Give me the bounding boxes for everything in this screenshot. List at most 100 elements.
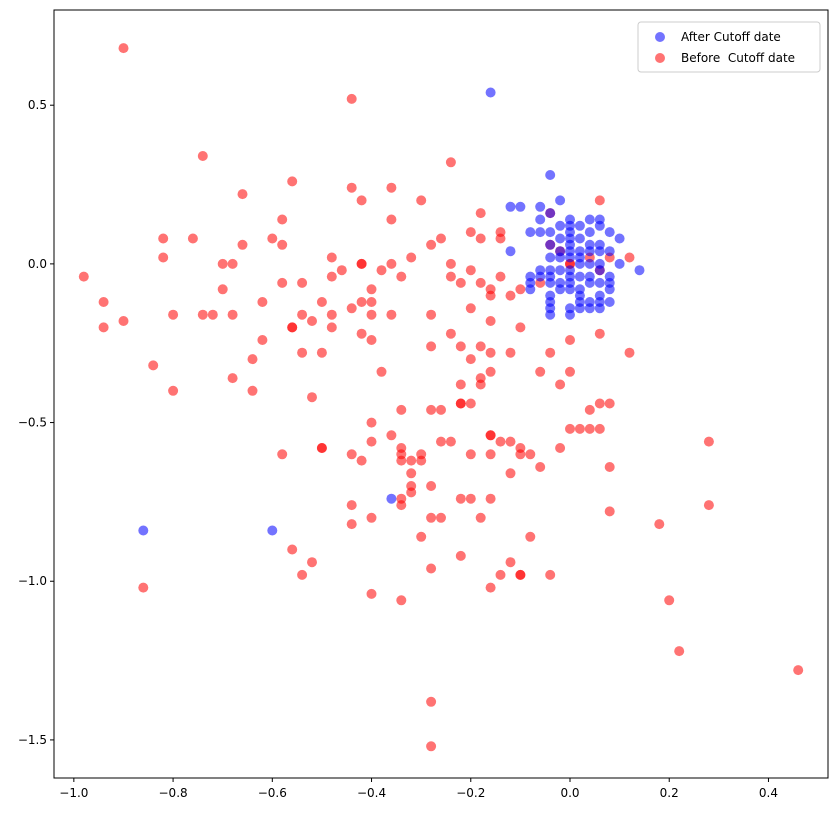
scatter-point — [445, 157, 456, 168]
series-before — [78, 43, 804, 752]
scatter-point — [574, 233, 585, 244]
scatter-point — [535, 462, 546, 472]
scatter-point — [386, 214, 397, 225]
scatter-point — [445, 271, 456, 282]
y-tick-label: −1.0 — [18, 574, 47, 588]
scatter-point — [574, 303, 585, 314]
scatter-point — [495, 233, 506, 244]
y-tick-label: 0.5 — [28, 98, 47, 112]
scatter-point — [535, 214, 546, 225]
scatter-point — [555, 195, 566, 206]
scatter-point — [574, 220, 585, 231]
scatter-point — [584, 227, 595, 238]
scatter-point — [584, 404, 595, 415]
legend-marker-after — [655, 32, 665, 42]
scatter-point — [515, 201, 526, 212]
scatter-point — [118, 316, 129, 326]
scatter-point — [594, 195, 605, 206]
x-tick-label: −0.2 — [456, 786, 485, 800]
scatter-point — [565, 335, 575, 345]
scatter-point — [485, 449, 496, 460]
scatter-point — [515, 322, 526, 333]
x-tick-label: −0.6 — [258, 786, 287, 800]
scatter-point — [158, 233, 169, 244]
scatter-point — [436, 436, 446, 447]
scatter-point — [237, 189, 248, 200]
scatter-point — [287, 544, 298, 555]
scatter-point — [584, 303, 595, 314]
scatter-point — [396, 404, 407, 415]
scatter-point — [505, 436, 516, 447]
scatter-point — [465, 303, 476, 314]
scatter-point — [465, 449, 476, 460]
scatter-point — [426, 741, 437, 752]
scatter-point — [138, 582, 149, 593]
scatter-point — [455, 493, 466, 504]
scatter-point — [396, 455, 407, 466]
scatter-point — [436, 404, 446, 415]
scatter-point — [297, 347, 308, 358]
scatter-point — [237, 239, 248, 250]
scatter-point — [455, 277, 466, 288]
scatter-point — [326, 322, 337, 333]
legend: After Cutoff date Before Cutoff date — [637, 21, 821, 73]
scatter-point — [604, 246, 615, 257]
legend-label-before: Before Cutoff date — [681, 51, 795, 65]
scatter-point — [465, 265, 476, 276]
scatter-point — [227, 373, 238, 384]
scatter-point — [485, 316, 496, 326]
scatter-point — [545, 252, 556, 263]
scatter-point — [386, 258, 397, 269]
scatter-point — [674, 646, 685, 657]
legend-label-after: After Cutoff date — [681, 30, 781, 44]
scatter-point — [168, 385, 179, 396]
y-tick-label: −0.5 — [18, 416, 47, 430]
scatter-point — [574, 271, 585, 282]
scatter-point — [594, 423, 605, 434]
scatter-point — [584, 423, 595, 434]
scatter-point — [455, 550, 466, 561]
scatter-point — [505, 557, 516, 568]
scatter-point — [356, 258, 367, 269]
scatter-point — [584, 258, 595, 269]
scatter-point — [545, 208, 556, 219]
scatter-point — [307, 316, 317, 326]
scatter-point — [485, 87, 496, 98]
scatter-point — [366, 297, 377, 307]
scatter-point — [545, 170, 556, 180]
scatter-point — [594, 277, 605, 288]
scatter-point — [594, 398, 605, 409]
legend-marker-before — [655, 53, 665, 63]
scatter-point — [545, 347, 556, 358]
scatter-point — [495, 436, 506, 447]
scatter-point — [366, 335, 377, 345]
scatter-point — [98, 322, 109, 333]
scatter-point — [485, 347, 496, 358]
scatter-point — [227, 309, 238, 320]
scatter-point — [336, 265, 347, 276]
scatter-point — [346, 93, 357, 104]
scatter-point — [485, 582, 496, 593]
scatter-point — [545, 309, 556, 320]
scatter-point — [366, 512, 377, 523]
scatter-point — [406, 455, 417, 466]
scatter-point — [396, 595, 407, 606]
scatter-point — [793, 665, 804, 676]
scatter-point — [664, 595, 675, 606]
scatter-point — [376, 265, 387, 276]
scatter-point — [505, 201, 516, 212]
scatter-point — [148, 360, 159, 371]
scatter-point — [565, 252, 575, 263]
scatter-point — [207, 309, 218, 320]
scatter-point — [356, 328, 367, 339]
scatter-point — [277, 214, 288, 225]
scatter-point — [545, 227, 556, 238]
scatter-point — [525, 449, 536, 460]
scatter-point — [406, 487, 417, 498]
scatter-point — [227, 258, 238, 269]
scatter-point — [475, 512, 486, 523]
scatter-point — [356, 195, 367, 206]
series-after — [138, 87, 645, 536]
scatter-point — [495, 271, 506, 282]
scatter-point — [475, 233, 486, 244]
